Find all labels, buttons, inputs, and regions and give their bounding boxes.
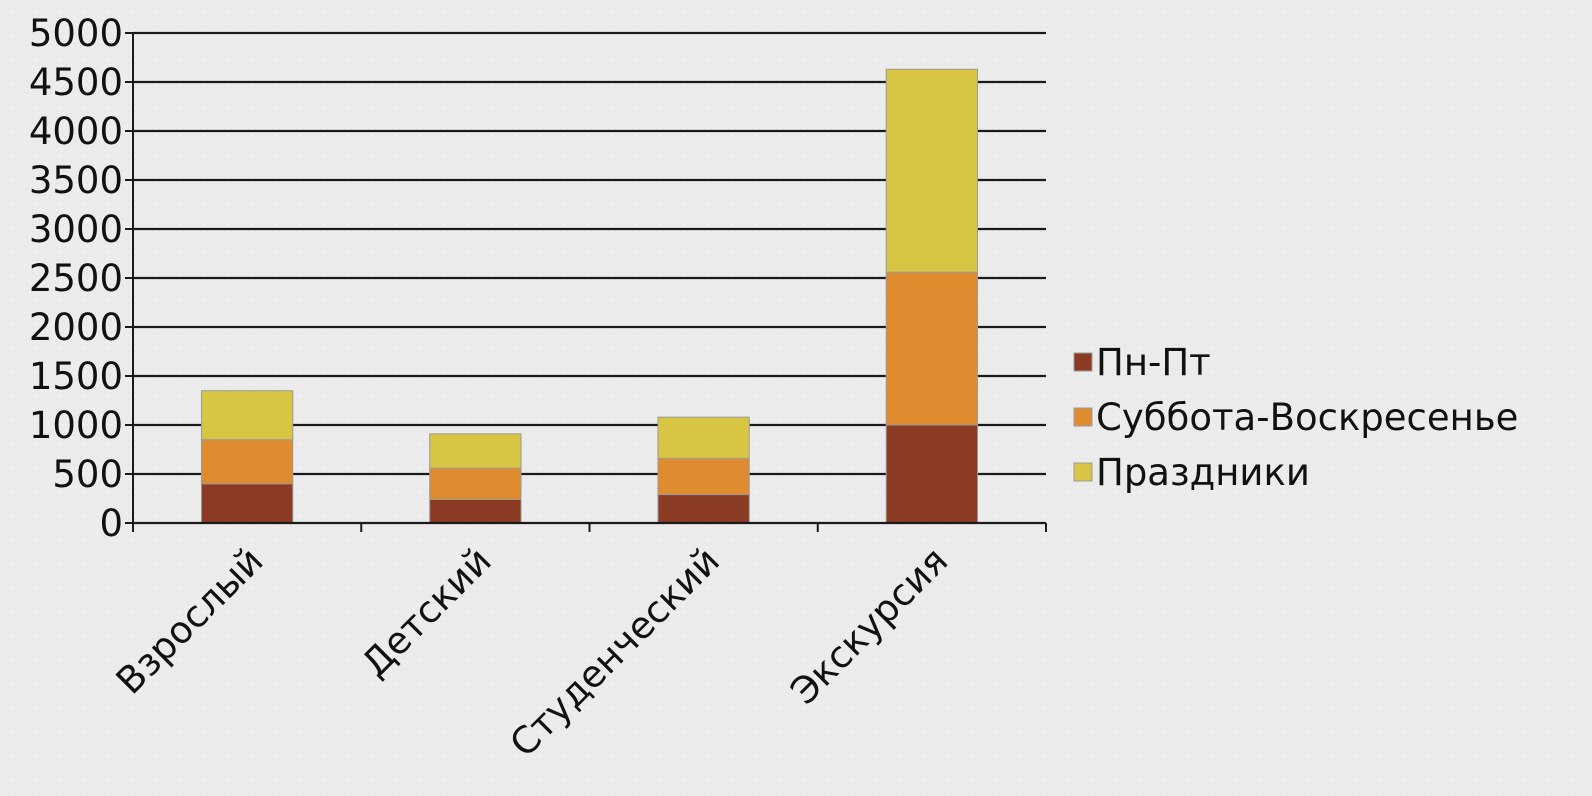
bar-segment (429, 433, 522, 469)
bar-segment (200, 439, 294, 485)
y-tick-label: 1000 (29, 404, 123, 447)
legend: Пн-Пт Суббота-Воскресенье Праздники (1073, 341, 1518, 494)
y-tick-label: 4000 (29, 110, 123, 153)
legend-label: Праздники (1096, 451, 1310, 494)
legend-label: Суббота-Воскресенье (1096, 396, 1518, 439)
x-category-label: Экскурсия (782, 539, 956, 713)
y-tick-label: 5000 (29, 12, 123, 55)
axes (125, 32, 1047, 532)
y-tick-label: 2000 (29, 306, 123, 349)
legend-label: Пн-Пт (1096, 341, 1211, 384)
bar-segment (429, 498, 522, 524)
legend-swatch (1073, 407, 1093, 427)
y-tick-label: 3000 (29, 208, 123, 251)
bar-segment (657, 457, 750, 496)
y-tick-label: 1500 (29, 355, 123, 398)
y-tick-label: 500 (52, 453, 123, 496)
y-tick-labels: 0 500 1000 1500 2000 2500 3000 3500 4000 4500 5000 (29, 12, 123, 545)
bar-segment (885, 271, 979, 426)
y-tick-label: 3500 (29, 159, 123, 202)
bar-segment (657, 494, 750, 524)
bar-segment (657, 416, 750, 459)
x-category-label: Взрослый (108, 539, 272, 703)
bars (200, 68, 979, 524)
x-category-label: Студенческий (502, 539, 728, 765)
y-tick-label: 0 (99, 502, 123, 545)
x-category-labels: Взрослый Детский Студенческий Экскурсия (108, 539, 956, 765)
bar-segment (200, 483, 294, 524)
bar-segment (200, 390, 294, 441)
bar-segment (885, 68, 979, 273)
y-tick-label: 4500 (29, 61, 123, 104)
y-tick-label: 2500 (29, 257, 123, 300)
bar-segment (885, 424, 979, 524)
legend-swatch (1073, 462, 1093, 482)
bar-segment (429, 467, 522, 500)
legend-swatch (1073, 352, 1093, 372)
x-category-label: Детский (353, 539, 499, 685)
